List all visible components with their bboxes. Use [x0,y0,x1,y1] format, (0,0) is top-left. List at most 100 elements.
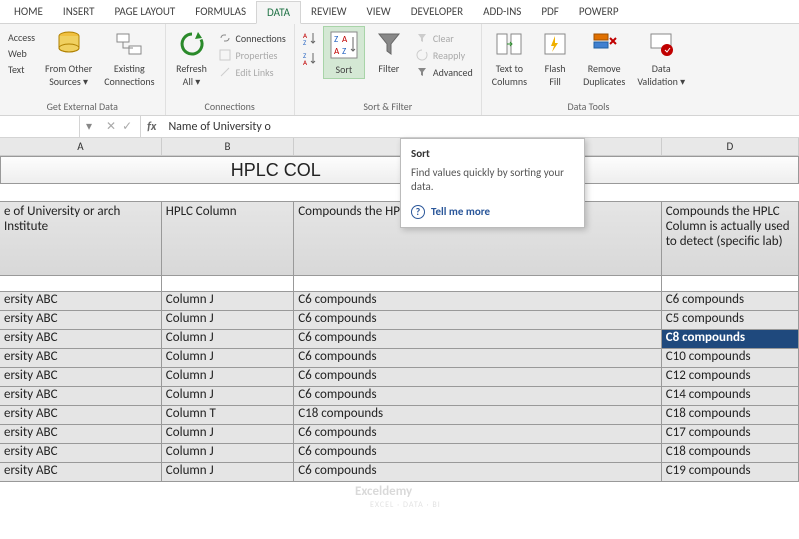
cell[interactable]: C6 compounds [294,387,661,405]
cell[interactable]: ersity ABC [0,349,162,367]
table-row: ersity ABCColumn TC18 compoundsC18 compo… [0,406,799,425]
data-validation-button[interactable]: Data Validation ▾ [633,26,689,90]
header-a[interactable]: e of University or arch Institute [0,202,162,275]
blank-row-2[interactable] [0,276,799,292]
cell[interactable]: ersity ABC [0,311,162,329]
formula-text[interactable]: Name of University o [162,120,276,134]
cell[interactable]: C6 compounds [294,311,661,329]
cell[interactable]: C6 compounds [294,425,661,443]
cell[interactable]: C18 compounds [662,444,799,462]
from-web-button[interactable]: Web [6,46,37,61]
text-to-columns-icon [493,28,525,60]
cell[interactable]: C6 compounds [294,330,661,348]
cell[interactable]: Column J [162,425,294,443]
formula-bar: ▾ ✕ ✓ fx Name of University o [0,116,799,138]
header-d[interactable]: Compounds the HPLC Column is actually us… [662,202,799,275]
group-connections: Refresh All ▾ Connections Properties Edi… [166,24,295,115]
tooltip-title: Sort [411,147,574,160]
cell[interactable]: C12 compounds [662,368,799,386]
cancel-icon[interactable]: ✕ [106,119,116,134]
cell[interactable]: Column J [162,311,294,329]
col-header-a[interactable]: A [0,138,162,155]
cell[interactable]: Column J [162,444,294,462]
table-row: ersity ABCColumn JC6 compoundsC5 compoun… [0,311,799,330]
ribbon-content: Access Web Text From Other Sources ▾ Exi… [0,24,799,116]
cell[interactable]: C10 compounds [662,349,799,367]
cell[interactable]: Column J [162,387,294,405]
cell[interactable]: ersity ABC [0,406,162,424]
cell[interactable]: C6 compounds [294,463,661,481]
sort-dialog-icon: ZAAZ [328,29,360,61]
cell[interactable]: ersity ABC [0,330,162,348]
cell[interactable]: C18 compounds [294,406,661,424]
tab-pdf[interactable]: PDF [531,1,569,22]
tab-home[interactable]: HOME [4,1,53,22]
advanced-filter-item[interactable]: Advanced [413,64,475,80]
from-text-button[interactable]: Text [6,62,37,77]
cell[interactable]: C19 compounds [662,463,799,481]
tab-review[interactable]: REVIEW [301,1,357,22]
cell[interactable]: ersity ABC [0,368,162,386]
cell[interactable]: ersity ABC [0,292,162,310]
cell[interactable]: Column J [162,349,294,367]
cell[interactable]: Column T [162,406,294,424]
edit-links-item[interactable]: Edit Links [216,64,288,80]
col-header-b[interactable]: B [162,138,294,155]
table-row: ersity ABCColumn JC6 compoundsC10 compou… [0,349,799,368]
existing-connections-button[interactable]: Existing Connections [100,26,158,90]
cell[interactable]: C6 compounds [294,292,661,310]
refresh-icon [176,28,208,60]
tab-formulas[interactable]: FORMULAS [185,1,256,22]
from-other-sources-button[interactable]: From Other Sources ▾ [41,26,96,90]
clear-filter-item[interactable]: Clear [413,30,475,46]
text-to-columns-button[interactable]: Text to Columns [488,26,531,90]
tab-data[interactable]: DATA [256,1,301,24]
link-icon [218,31,232,45]
tab-powerp[interactable]: POWERP [569,1,629,22]
sort-asc-icon[interactable]: AZ [301,30,319,48]
cell[interactable]: C17 compounds [662,425,799,443]
formula-bar-icons: ✕ ✓ [98,116,141,137]
cell[interactable]: C6 compounds [294,368,661,386]
svg-text:Z: Z [342,46,346,57]
cell[interactable]: Column J [162,330,294,348]
col-header-d[interactable]: D [662,138,799,155]
cell[interactable]: ersity ABC [0,425,162,443]
cell[interactable]: Column J [162,368,294,386]
flash-fill-button[interactable]: Flash Fill [535,26,575,90]
cell[interactable]: Column J [162,463,294,481]
cell[interactable]: C5 compounds [662,311,799,329]
fx-icon[interactable]: fx [141,120,162,134]
cell[interactable]: Column J [162,292,294,310]
connections-item[interactable]: Connections [216,30,288,46]
tab-addins[interactable]: ADD-INS [473,1,531,22]
cell[interactable]: ersity ABC [0,463,162,481]
cell[interactable]: C18 compounds [662,406,799,424]
tab-view[interactable]: VIEW [357,1,401,22]
group-data-tools: Text to Columns Flash Fill Remove Duplic… [482,24,695,115]
tab-developer[interactable]: DEVELOPER [401,1,473,22]
filter-button[interactable]: Filter [369,26,409,77]
sort-button[interactable]: ZAAZ Sort [323,26,365,79]
enter-icon[interactable]: ✓ [122,119,132,134]
cell[interactable]: ersity ABC [0,444,162,462]
name-box[interactable] [0,116,80,137]
sort-desc-icon[interactable]: ZA [301,50,319,68]
cell[interactable]: C6 compounds [294,444,661,462]
edit-links-icon [218,65,232,79]
cell[interactable]: C8 compounds [662,330,799,348]
remove-duplicates-button[interactable]: Remove Duplicates [579,26,629,90]
header-b[interactable]: HPLC Column [162,202,294,275]
tell-me-more-link[interactable]: ? Tell me more [411,205,574,219]
tab-pagelayout[interactable]: PAGE LAYOUT [104,1,185,22]
cell[interactable]: C6 compounds [294,349,661,367]
from-access-button[interactable]: Access [6,30,37,45]
properties-item[interactable]: Properties [216,47,288,63]
refresh-all-button[interactable]: Refresh All ▾ [172,26,212,90]
cell[interactable]: C14 compounds [662,387,799,405]
reapply-item[interactable]: Reapply [413,47,475,63]
cell[interactable]: ersity ABC [0,387,162,405]
tab-insert[interactable]: INSERT [53,1,105,22]
cell[interactable]: C6 compounds [662,292,799,310]
group-label-external: Get External Data [6,98,159,115]
